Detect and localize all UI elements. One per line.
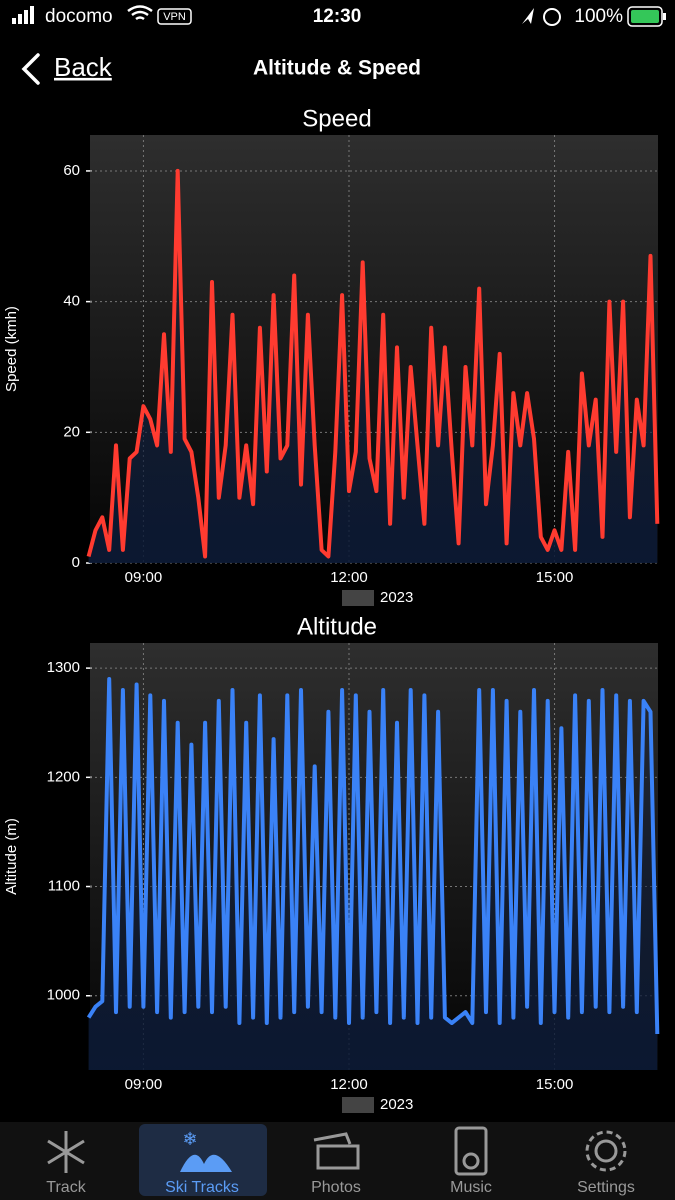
back-button[interactable]: Back xyxy=(54,52,113,82)
x-tick-label: 15:00 xyxy=(536,1076,574,1093)
y-tick-label: 1100 xyxy=(48,878,80,895)
redacted-date xyxy=(342,1097,374,1113)
line xyxy=(86,168,660,559)
x-axis-label: 2023 xyxy=(380,1096,413,1113)
tab-label[interactable]: Track xyxy=(46,1179,86,1196)
status-bar: docomo VPN 12:30 100% xyxy=(12,5,666,27)
y-tick-label: 0 xyxy=(72,554,80,571)
tab-label[interactable]: Photos xyxy=(311,1179,361,1196)
y-axis-label: Altitude (m) xyxy=(3,818,20,895)
y-tick-label: 1000 xyxy=(47,987,80,1004)
battery-text: 100% xyxy=(574,6,623,27)
y-tick-label: 20 xyxy=(63,423,80,440)
y-tick-label: 1300 xyxy=(47,659,80,676)
y-tick-label: 40 xyxy=(63,293,80,310)
line xyxy=(86,677,660,1035)
tab-label[interactable]: Music xyxy=(450,1179,492,1196)
svg-text:❄: ❄ xyxy=(182,1129,197,1149)
vpn-badge: VPN xyxy=(163,11,186,23)
redacted-date xyxy=(342,590,374,606)
clock: 12:30 xyxy=(313,6,362,27)
carrier: docomo xyxy=(45,6,113,27)
back-chevron[interactable] xyxy=(21,53,40,85)
x-axis-label: 2023 xyxy=(380,589,413,606)
chart-title: Altitude xyxy=(297,613,377,640)
x-tick-label: 09:00 xyxy=(125,1076,163,1093)
y-tick-label: 1200 xyxy=(47,768,80,785)
selected-tab-bg xyxy=(139,1124,267,1196)
x-tick-label: 12:00 xyxy=(330,1076,368,1093)
y-axis-label: Speed (kmh) xyxy=(3,306,20,392)
x-tick-label: 15:00 xyxy=(536,569,574,586)
x-tick-label: 12:00 xyxy=(330,569,368,586)
nav-title: Altitude & Speed xyxy=(253,57,421,80)
x-tick-label: 09:00 xyxy=(125,569,163,586)
area xyxy=(88,170,658,563)
y-tick-label: 60 xyxy=(63,162,80,179)
tab-label[interactable]: Settings xyxy=(577,1179,635,1196)
chart-title: Speed xyxy=(302,105,371,132)
nav-bar: Back Altitude & Speed xyxy=(21,52,421,85)
tab-label[interactable]: Ski Tracks xyxy=(165,1179,239,1196)
